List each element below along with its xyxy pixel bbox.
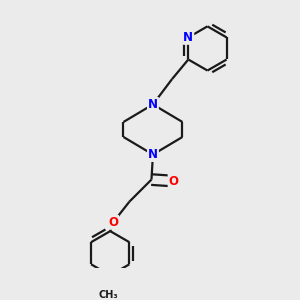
Text: N: N [183, 31, 193, 44]
Text: N: N [148, 98, 158, 111]
Text: N: N [148, 148, 158, 161]
Text: O: O [108, 216, 118, 229]
Text: CH₃: CH₃ [99, 290, 118, 300]
Text: O: O [169, 175, 178, 188]
